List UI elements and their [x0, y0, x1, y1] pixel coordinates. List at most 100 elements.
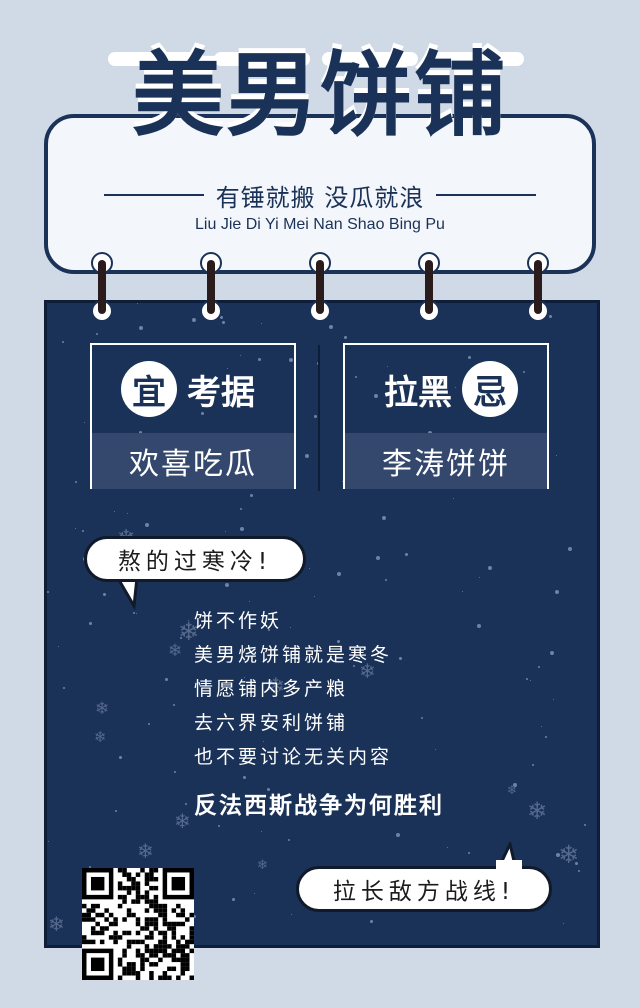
snow-dot	[227, 368, 228, 369]
snow-dot	[96, 333, 98, 335]
speech-bubble-tail-cover	[496, 860, 522, 872]
snow-dot	[297, 657, 300, 660]
info-box-suitable: 宜 考据 欢喜吃瓜	[90, 343, 296, 489]
info-label-row: 宜 考据	[92, 359, 294, 419]
snow-dot	[75, 481, 77, 483]
snow-dot	[243, 776, 246, 779]
snow-dot	[249, 601, 250, 602]
snow-dot	[240, 355, 241, 356]
snow-dot	[385, 579, 387, 581]
snow-dot	[575, 862, 578, 865]
snow-dot	[137, 303, 138, 304]
snow-dot	[416, 404, 417, 405]
binder-ring	[527, 252, 549, 322]
pinyin-subtitle: Liu Jie Di Yi Mei Nan Shao Bing Pu	[195, 216, 445, 233]
snow-dot	[549, 315, 552, 318]
snow-dot	[290, 654, 292, 656]
binder-ring	[91, 252, 113, 322]
snow-dot	[133, 612, 135, 614]
snow-dot	[353, 665, 355, 667]
snowflake-icon: ❄	[95, 699, 110, 719]
snow-dot	[342, 481, 343, 482]
snow-dot	[220, 316, 223, 319]
snow-dot	[488, 566, 492, 570]
snow-dot	[47, 591, 49, 593]
snow-dot	[462, 591, 463, 592]
info-box-avoid: 拉黑 忌 李涛饼饼	[343, 343, 549, 489]
snow-dot	[513, 783, 517, 787]
snow-dot	[267, 788, 270, 791]
snow-dot	[399, 657, 402, 660]
snow-dot	[254, 648, 256, 650]
snow-dot	[396, 833, 400, 837]
snowflake-icon: ❄	[174, 809, 191, 833]
snow-dot	[185, 803, 187, 805]
poem-line: 情愿铺内多产粮	[194, 678, 349, 700]
speech-bubble-bottom: 拉长敌方战线!	[296, 866, 552, 912]
snowflake-icon: ❄	[527, 797, 548, 825]
snow-dot	[329, 325, 333, 329]
snow-dot	[374, 394, 378, 398]
snow-dot	[455, 387, 456, 388]
snow-dot	[563, 923, 564, 924]
snow-dot	[545, 736, 547, 738]
title-snow-cap	[214, 52, 310, 66]
snow-dot	[387, 366, 388, 367]
badge-suitable: 宜	[121, 361, 177, 417]
snow-dot	[409, 401, 413, 405]
snow-dot	[75, 528, 76, 529]
poem-line: 去六界安利饼铺	[194, 712, 349, 734]
snowflake-icon: ❄	[558, 840, 579, 869]
snow-dot	[337, 640, 340, 643]
snow-dot	[228, 401, 231, 404]
snow-dot	[89, 866, 91, 868]
snow-dot	[314, 415, 317, 418]
snow-dot	[225, 531, 226, 532]
snowflake-icon: ❄	[359, 659, 376, 683]
snow-dot	[453, 498, 454, 499]
snow-dot	[222, 321, 225, 324]
snow-dot	[127, 513, 128, 514]
snow-dot	[553, 699, 554, 700]
snow-dot	[240, 508, 242, 510]
info-value: 欢喜吃瓜	[92, 433, 294, 489]
snow-dot	[139, 431, 142, 434]
snowflake-icon: ❄	[178, 617, 199, 646]
snow-dot	[82, 530, 84, 532]
snow-dot	[250, 494, 253, 497]
snow-dot	[145, 523, 149, 527]
snow-dot	[532, 764, 534, 766]
snow-dot	[261, 831, 262, 832]
info-label: 考据	[187, 372, 255, 413]
title-snow-cap	[428, 52, 524, 66]
snow-dot	[63, 687, 65, 689]
snow-dot	[261, 323, 262, 324]
snow-dot	[355, 376, 357, 378]
snow-dot	[477, 624, 481, 628]
snow-dot	[468, 356, 471, 359]
snow-dot	[232, 898, 235, 901]
snow-dot	[193, 915, 196, 918]
snow-dot	[555, 590, 559, 594]
poem-line: 也不要讨论无关内容	[194, 746, 393, 768]
subtitle-row: 有锤就搬 没瓜就浪	[104, 178, 537, 212]
snow-dot	[192, 318, 196, 322]
snow-dot	[258, 358, 261, 361]
box-divider	[318, 345, 320, 491]
snow-dot	[218, 825, 220, 827]
snowflake-icon: ❄	[137, 839, 154, 863]
snow-dot	[244, 677, 245, 678]
snow-dot	[48, 841, 49, 842]
snow-dot	[344, 336, 347, 339]
snow-dot	[314, 596, 315, 597]
qr-code[interactable]	[82, 868, 194, 980]
snow-dot	[263, 741, 264, 742]
snow-dot	[188, 620, 189, 621]
snow-dot	[148, 723, 150, 725]
snow-dot	[550, 651, 554, 655]
snow-dot	[103, 593, 106, 596]
snow-dot	[578, 870, 580, 872]
snow-dot	[89, 622, 92, 625]
snowflake-icon: ❄	[257, 858, 268, 873]
